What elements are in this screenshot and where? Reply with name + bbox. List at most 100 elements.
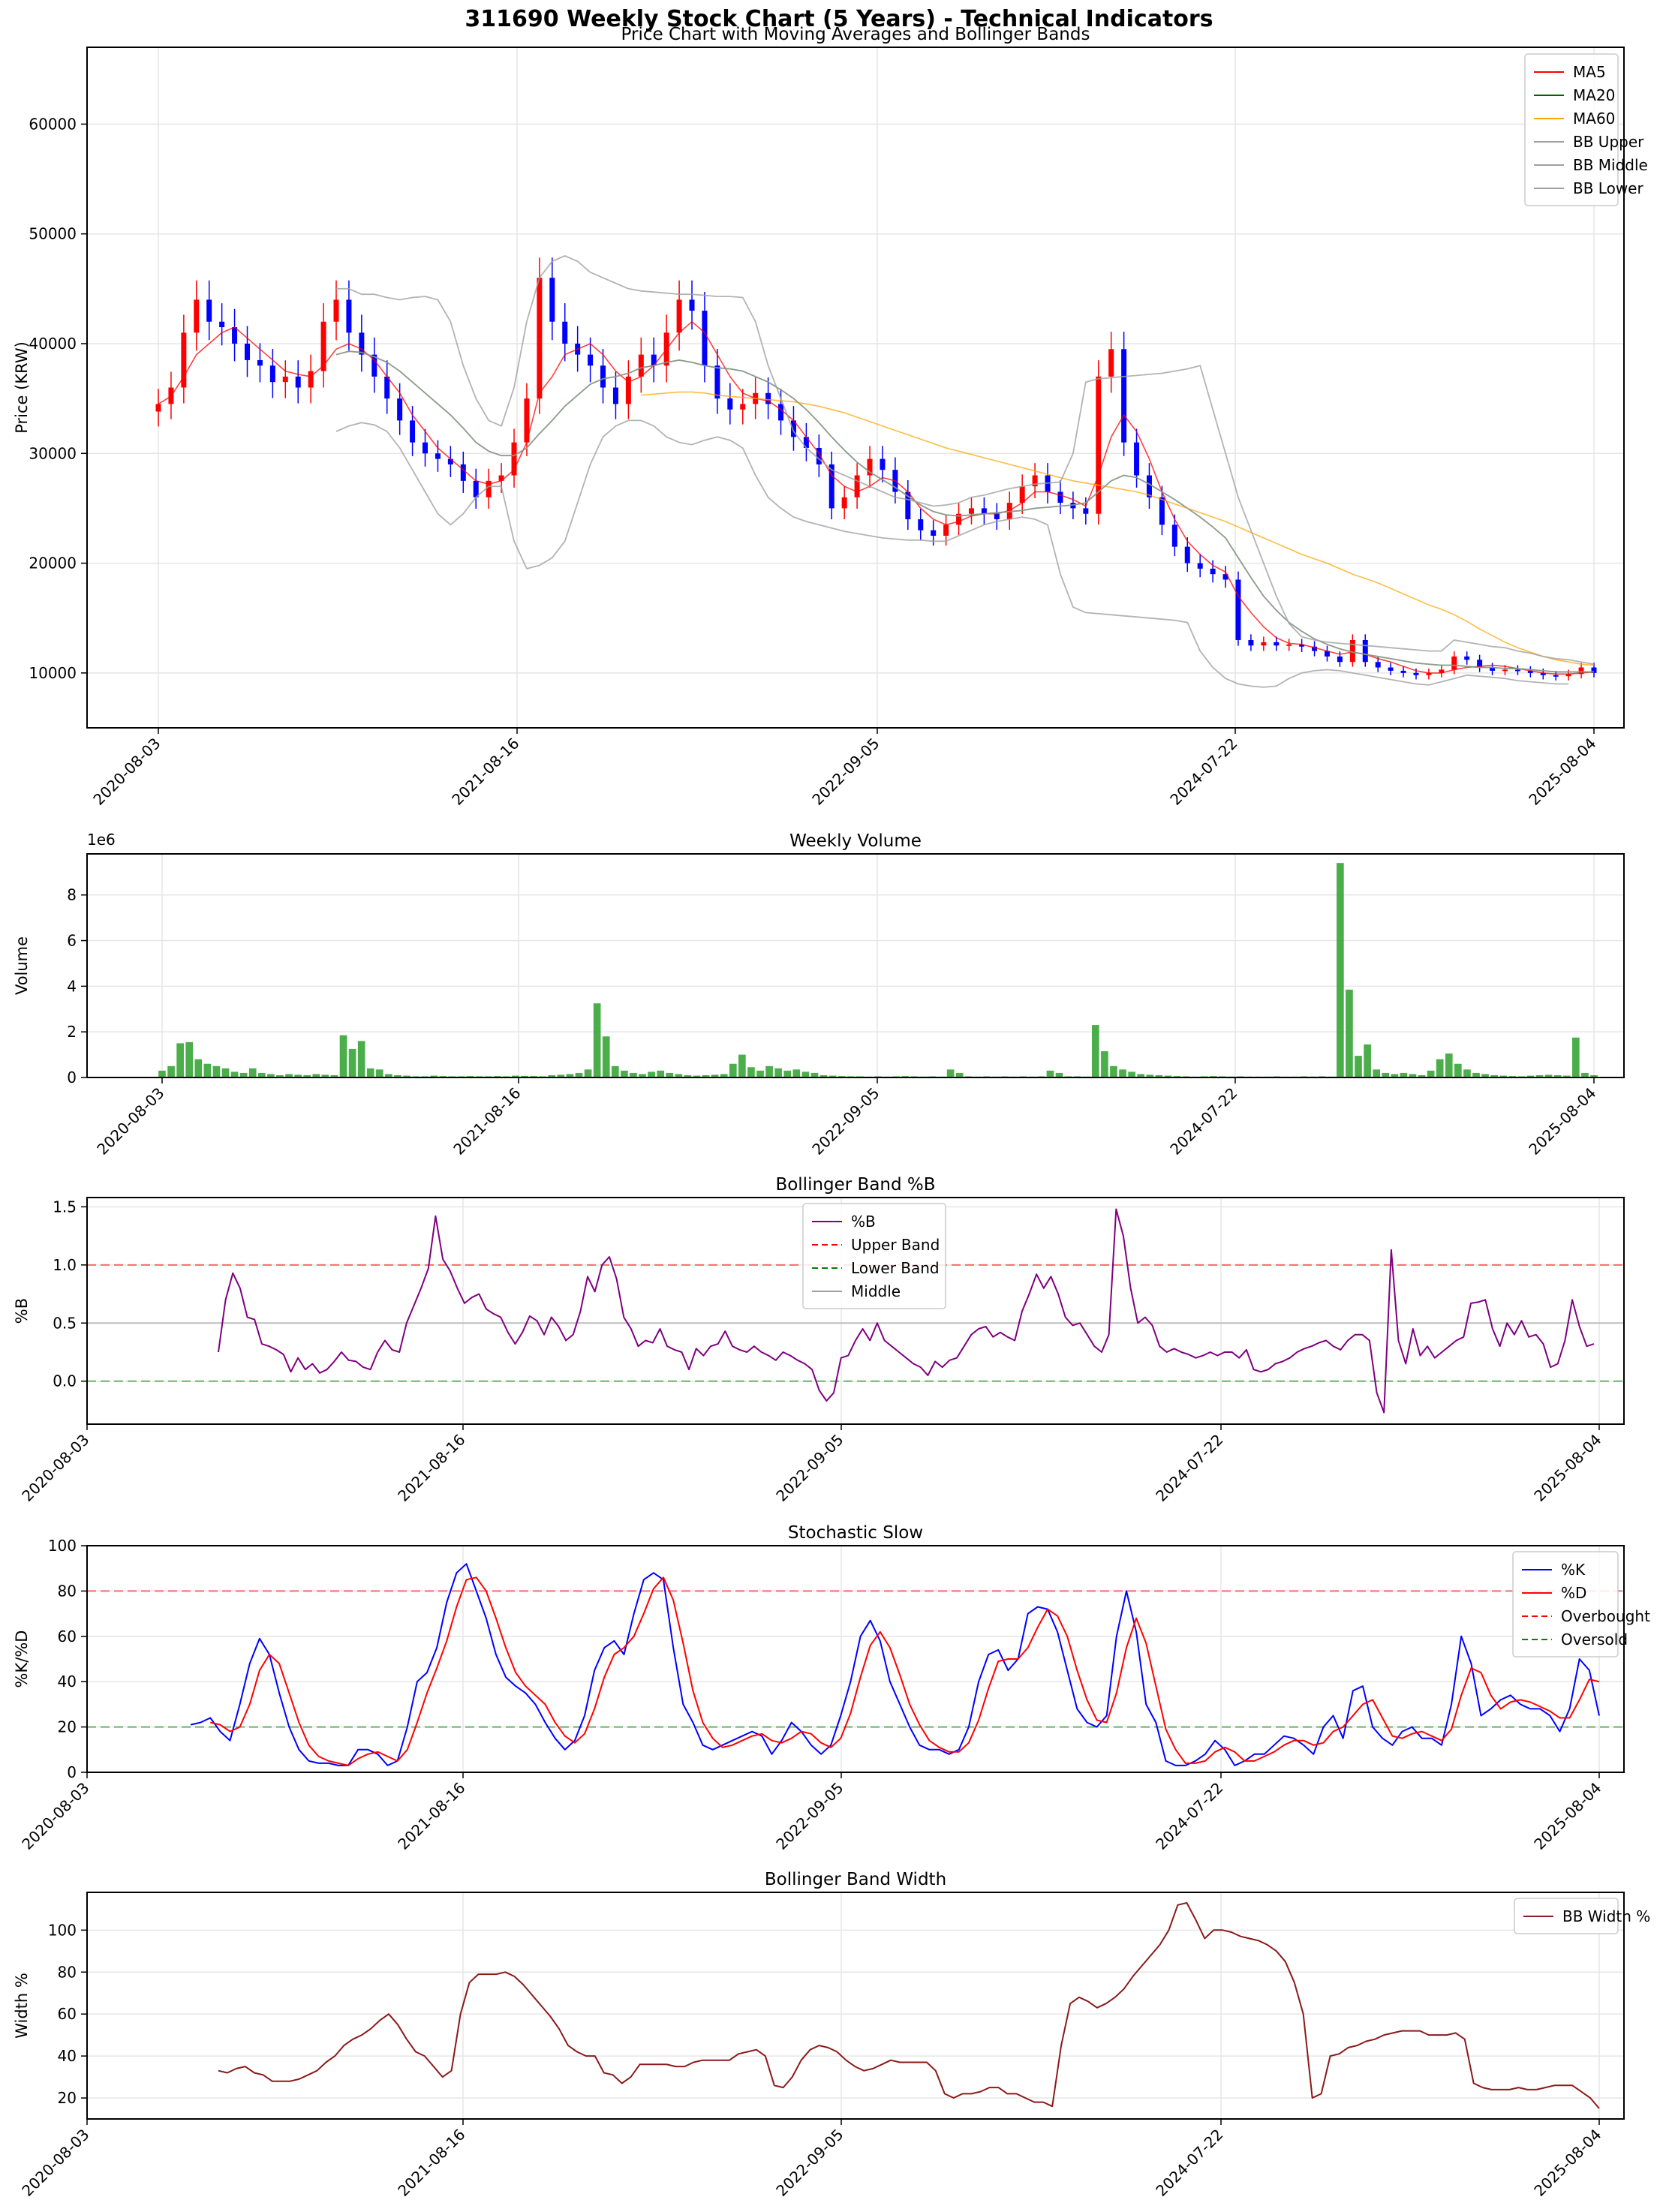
volume-bar xyxy=(657,1070,665,1077)
candle-body xyxy=(1578,667,1584,675)
volume-bar xyxy=(312,1074,320,1077)
volume-bar xyxy=(521,1075,528,1077)
candle-body xyxy=(435,453,441,459)
legend-label: MA5 xyxy=(1573,63,1606,81)
candle-body xyxy=(931,530,937,536)
y-tick-label: 1.0 xyxy=(53,1256,77,1274)
candle-body xyxy=(588,354,594,366)
volume-bar xyxy=(675,1074,683,1077)
candle-body xyxy=(562,321,568,344)
candle-body xyxy=(1171,524,1177,547)
x-tick-label: 2021-08-16 xyxy=(448,735,522,809)
candle-body xyxy=(1324,651,1330,657)
plot-frame xyxy=(86,1545,1625,1773)
x-tick-label: 2022-09-05 xyxy=(772,1431,847,1505)
volume-bar xyxy=(1337,863,1344,1077)
volume-bar xyxy=(1119,1069,1126,1077)
legend-label: Oversold xyxy=(1561,1630,1628,1648)
volume-bar xyxy=(1110,1065,1117,1077)
candle-body xyxy=(651,354,657,366)
candle-body xyxy=(1083,508,1089,514)
volume-bar xyxy=(1553,1074,1562,1077)
y-tick-label: 60000 xyxy=(29,115,77,133)
volume-bar xyxy=(167,1065,175,1077)
volume-bar xyxy=(819,1074,828,1077)
legend-label: %K xyxy=(1561,1561,1586,1579)
volume-bar xyxy=(294,1074,302,1077)
x-tick-label: 2024-07-22 xyxy=(1166,1084,1240,1159)
candle-body xyxy=(1235,579,1241,640)
volume-bar xyxy=(1472,1072,1480,1077)
volume-bar xyxy=(285,1074,293,1077)
volume-bar xyxy=(1091,1025,1099,1077)
y-tick-label: 20 xyxy=(58,1718,77,1736)
candle-body xyxy=(1210,568,1216,575)
candle-body xyxy=(384,376,390,399)
x-tick-label: 2021-08-16 xyxy=(450,1084,524,1159)
volume-bar xyxy=(946,1069,955,1077)
candle-body xyxy=(410,420,416,443)
legend-label: BB Upper xyxy=(1573,133,1644,151)
candle-body xyxy=(1451,656,1457,670)
candle-body xyxy=(803,437,809,448)
legend-label: MA60 xyxy=(1573,110,1615,128)
volume-bar xyxy=(430,1075,438,1077)
candle-body xyxy=(765,392,771,404)
volume-bar xyxy=(621,1070,628,1077)
x-tick-label: 2021-08-16 xyxy=(394,1431,468,1505)
candle-body xyxy=(219,321,225,328)
candle-body xyxy=(1413,672,1419,675)
volume-bar xyxy=(221,1068,230,1077)
y-tick-label: 60 xyxy=(58,1627,77,1645)
candle-body xyxy=(612,387,618,404)
y-tick-label: 60 xyxy=(58,2005,77,2023)
candle-body xyxy=(740,404,746,410)
y-tick-label: 0.0 xyxy=(53,1372,77,1390)
volume-bar xyxy=(1364,1044,1371,1077)
candle-body xyxy=(1439,669,1445,673)
candle-body xyxy=(320,321,326,371)
volume-bar xyxy=(1544,1074,1553,1077)
volume-bar xyxy=(702,1074,710,1077)
volume-bar xyxy=(747,1067,755,1077)
x-tick-label: 2024-07-22 xyxy=(1152,1779,1226,1853)
y-tick-label: 2 xyxy=(67,1023,77,1041)
volume-bar xyxy=(1146,1074,1154,1077)
volume-bar xyxy=(366,1068,374,1077)
x-tick-label: 2022-09-05 xyxy=(772,2126,847,2200)
candle-body xyxy=(1057,491,1063,503)
volume-bar xyxy=(1400,1072,1408,1077)
volume-bar xyxy=(548,1074,556,1077)
series-line-k xyxy=(190,1563,1600,1766)
candle-body xyxy=(702,311,708,366)
candle-body xyxy=(625,376,631,404)
volume-bar xyxy=(1409,1074,1417,1077)
volume-bar xyxy=(1055,1072,1063,1077)
volume-bar xyxy=(1572,1037,1580,1077)
y-tick-label: 40 xyxy=(58,1673,77,1691)
series-line-bb-width xyxy=(218,1902,1600,2109)
volume-bar xyxy=(684,1074,692,1077)
candle-body xyxy=(460,464,466,481)
candle-body xyxy=(295,376,301,388)
candle-body xyxy=(206,299,212,322)
panel-title: Bollinger Band Width xyxy=(765,1870,946,1889)
price-chart-panel: 10000 20000 30000 40000 50000 60000 2020-08-03… xyxy=(13,25,1648,809)
volume-bar xyxy=(258,1072,266,1077)
candle-body xyxy=(1096,376,1102,514)
volume-bar xyxy=(711,1074,719,1077)
volume-bar xyxy=(774,1068,782,1077)
legend-box xyxy=(1512,1551,1619,1657)
y-tick-label: 0 xyxy=(67,1068,77,1086)
candle-body xyxy=(956,513,962,525)
x-tick-label: 2021-08-16 xyxy=(394,1779,468,1853)
candle-body xyxy=(1222,574,1228,580)
volume-bar xyxy=(729,1063,737,1077)
volume-bar xyxy=(630,1072,637,1077)
panel-title: Price Chart with Moving Averages and Bol… xyxy=(621,25,1090,44)
candle-body xyxy=(359,332,365,355)
x-tick-label: 2020-08-03 xyxy=(18,1779,92,1853)
candle-body xyxy=(1197,563,1203,569)
stochastic-chart-panel: 0 20 40 60 80 100 2020-08-03 2021-08-16 2022-09-… xyxy=(13,1523,1650,1853)
